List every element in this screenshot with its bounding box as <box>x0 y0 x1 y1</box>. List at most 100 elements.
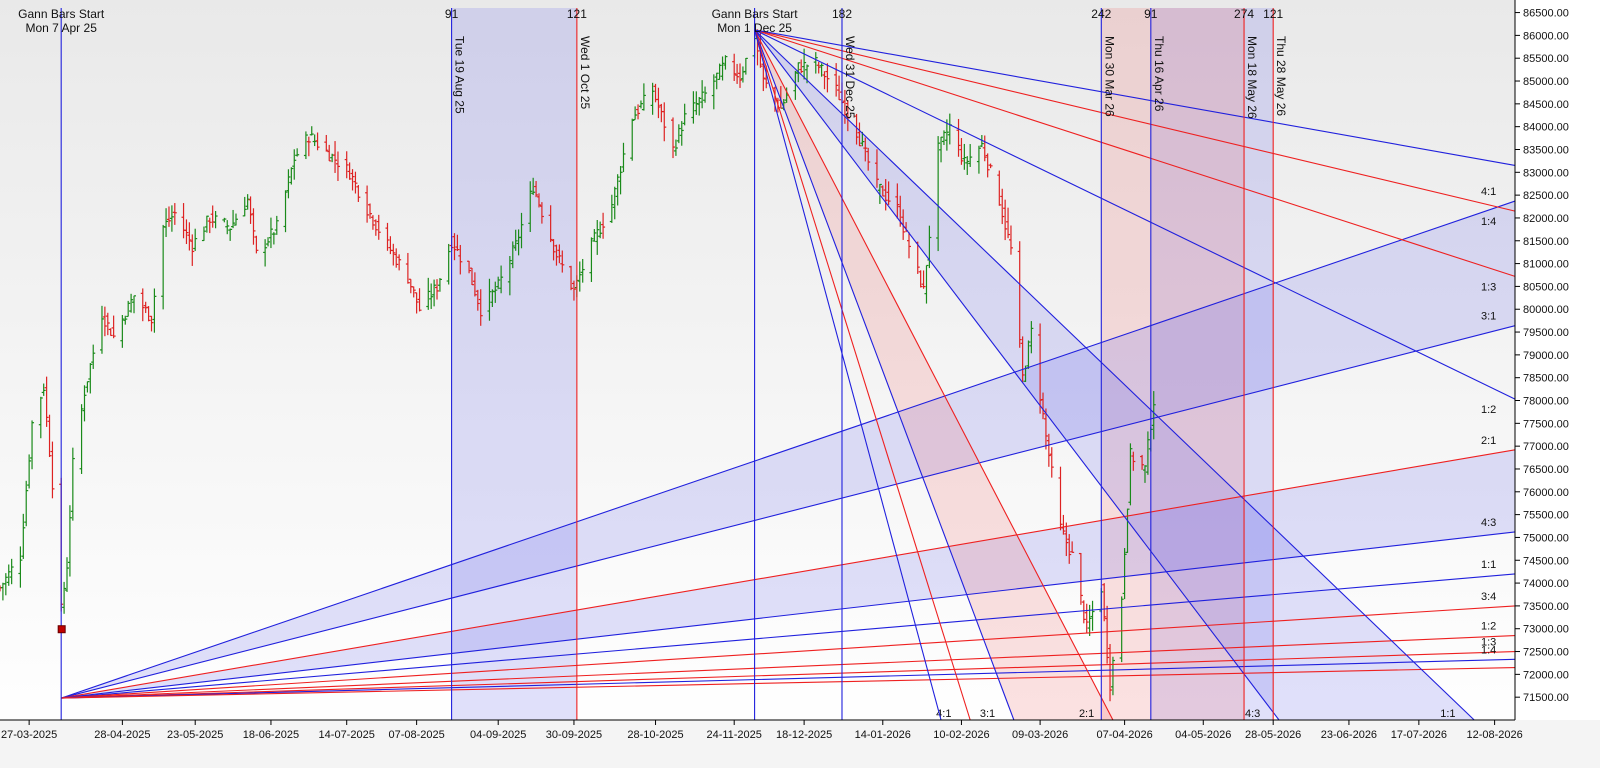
ohlc-bar <box>714 72 719 90</box>
y-tick-label: 81500.00 <box>1523 236 1569 248</box>
vline-date-label: Mon 30 Mar 26 <box>1102 36 1116 117</box>
ohlc-bar <box>921 270 926 289</box>
ohlc-bar <box>1049 447 1054 478</box>
y-tick-label: 83500.00 <box>1523 144 1569 156</box>
ohlc-bar <box>6 564 11 586</box>
ohlc-bar <box>38 396 43 439</box>
ohlc-bar <box>391 243 396 266</box>
ohlc-bar <box>997 170 1002 206</box>
ohlc-bar <box>720 56 725 81</box>
x-tick-label: 10-02-2026 <box>933 729 989 741</box>
y-tick-label: 72500.00 <box>1523 647 1569 659</box>
ohlc-bar <box>738 63 743 88</box>
ohlc-bar <box>874 149 879 188</box>
ohlc-bar <box>1026 340 1031 369</box>
ohlc-bar <box>691 91 696 124</box>
y-tick-label: 79000.00 <box>1523 350 1569 362</box>
time-band-2 <box>1101 8 1245 720</box>
ohlc-bar <box>207 217 212 234</box>
y-tick-label: 82000.00 <box>1523 213 1569 225</box>
ohlc-bar <box>394 248 399 268</box>
ohlc-bar <box>1084 603 1089 633</box>
x-tick-label: 12-08-2026 <box>1466 729 1522 741</box>
ohlc-bar <box>939 136 944 163</box>
ohlc-bar <box>793 70 798 100</box>
ohlc-bar <box>845 100 850 132</box>
ohlc-bar <box>353 171 358 194</box>
ohlc-bar <box>743 57 748 75</box>
ohlc-bar <box>120 315 125 348</box>
ohlc-bar <box>79 404 84 474</box>
ohlc-bar <box>222 217 227 223</box>
y-tick-label: 73000.00 <box>1523 624 1569 636</box>
ohlc-bar <box>88 363 93 394</box>
ohlc-bar <box>437 278 442 292</box>
y-tick-label: 85000.00 <box>1523 76 1569 88</box>
ohlc-bar <box>1006 207 1011 239</box>
ohlc-bar <box>941 130 946 146</box>
fan-1-line-1:2 <box>754 29 1516 400</box>
ohlc-bar <box>458 244 463 275</box>
x-tick-label: 04-05-2026 <box>1175 729 1231 741</box>
x-tick-label: 23-05-2025 <box>167 729 223 741</box>
ohlc-bar <box>347 162 352 180</box>
ohlc-bar <box>630 118 635 161</box>
ohlc-bar <box>907 232 911 259</box>
ohlc-bar <box>225 220 230 235</box>
ohlc-bar <box>676 124 681 144</box>
ohlc-bar <box>510 241 515 269</box>
ohlc-bar <box>496 276 501 290</box>
vline-bar-count: 182 <box>832 7 852 21</box>
ohlc-bar <box>65 557 70 592</box>
ohlc-bar <box>682 103 687 126</box>
y-tick-label: 74500.00 <box>1523 555 1569 567</box>
ohlc-bar <box>1067 534 1072 564</box>
ohlc-bar <box>764 65 769 89</box>
ohlc-bar <box>376 214 381 240</box>
ohlc-bar <box>985 153 990 178</box>
ohlc-bar <box>1151 391 1156 440</box>
ohlc-bar <box>618 166 623 195</box>
ohlc-bar <box>988 163 993 169</box>
x-tick-label: 04-09-2025 <box>470 729 526 741</box>
ohlc-bar <box>554 244 559 266</box>
ohlc-bar <box>315 132 320 151</box>
ohlc-bar <box>1061 514 1066 535</box>
fan-0-label-3:1: 3:1 <box>1481 311 1496 323</box>
ohlc-bar <box>251 208 256 245</box>
ohlc-bar <box>9 558 14 585</box>
y-axis-panel <box>1515 0 1600 763</box>
fan-1-label-3:1: 3:1 <box>980 708 995 720</box>
ohlc-bar <box>1128 443 1133 506</box>
fan-0-label-2:1: 2:1 <box>1481 435 1496 447</box>
ohlc-bar <box>895 183 900 219</box>
vline-start-label: Gann Bars Start <box>712 7 799 21</box>
ohlc-bar <box>344 151 349 179</box>
ohlc-bar <box>266 237 271 247</box>
ohlc-bar <box>979 135 984 148</box>
y-tick-label: 76500.00 <box>1523 464 1569 476</box>
ohlc-bar <box>85 381 90 393</box>
ohlc-bar <box>1000 188 1005 225</box>
ohlc-bar <box>493 281 498 303</box>
ohlc-bar <box>638 100 643 109</box>
ohlc-bar <box>164 208 169 237</box>
ohlc-bar <box>356 185 361 202</box>
ohlc-bar <box>825 63 830 93</box>
vline-date-label: Wed 1 Oct 25 <box>578 36 592 109</box>
ohlc-bar <box>324 134 329 152</box>
ohlc-bar <box>82 385 87 422</box>
ohlc-bar <box>472 272 477 297</box>
vline-date-label: Thu 28 May 26 <box>1274 36 1288 116</box>
ohlc-bar <box>452 233 457 261</box>
ohlc-bar <box>813 52 818 74</box>
ohlc-bar <box>268 217 273 249</box>
ohlc-bar <box>149 315 154 332</box>
ohlc-bar <box>1064 522 1069 557</box>
ohlc-bar <box>1105 605 1110 664</box>
ohlc-bar <box>172 203 177 225</box>
ohlc-bar <box>105 312 110 336</box>
ohlc-bar <box>1070 541 1075 553</box>
